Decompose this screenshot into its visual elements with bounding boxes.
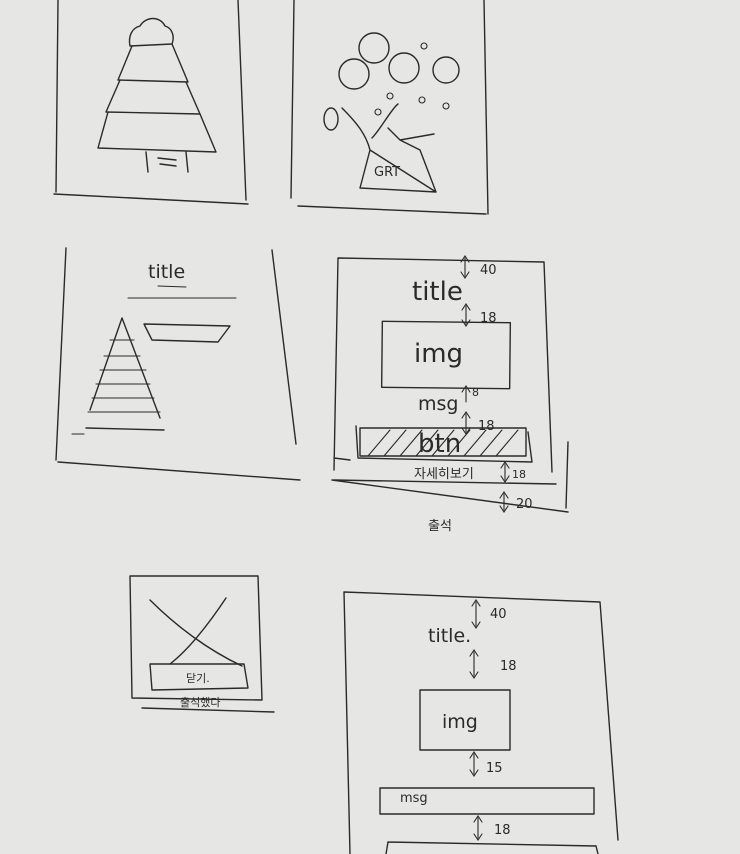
panel-layout-attendance: 40 title 18 img 8 msg 18 btn 자세히보기 18 20… bbox=[331, 255, 569, 534]
panel-balloon-tree: GRT bbox=[290, 0, 489, 215]
panel-popup: 닫기. 출석했다 bbox=[129, 575, 275, 713]
gap-top: 40 bbox=[490, 607, 507, 622]
gap-after-img: 15 bbox=[486, 761, 503, 776]
gap-top: 40 bbox=[480, 263, 497, 278]
img-placeholder bbox=[380, 320, 512, 390]
panel-tree bbox=[53, 0, 249, 205]
gap-footer: 18 bbox=[512, 468, 526, 481]
footer-text: 자세히보기 bbox=[414, 467, 474, 482]
msg-label: msg bbox=[400, 791, 428, 806]
panel-c-title: title bbox=[148, 261, 185, 283]
btn-label: btn bbox=[418, 429, 461, 459]
img-label: img bbox=[414, 339, 463, 369]
gap-after-title: 18 bbox=[480, 311, 497, 326]
panel-d-title: title bbox=[412, 277, 463, 307]
img-placeholder bbox=[419, 689, 511, 751]
gap-after-img: 8 bbox=[472, 386, 479, 399]
panel-caption: 출석 bbox=[428, 519, 452, 534]
msg-placeholder bbox=[379, 787, 595, 815]
gap-after-title: 18 bbox=[500, 659, 517, 674]
close-button-label: 닫기. bbox=[186, 672, 210, 685]
btn-placeholder bbox=[359, 427, 527, 457]
gap-bottom: 20 bbox=[516, 497, 533, 512]
panel-f-title: title. bbox=[428, 625, 471, 647]
gap-after-msg: 18 bbox=[478, 419, 495, 434]
panel-layout-second: 40 title. 18 img 15 msg 18 bbox=[343, 591, 619, 854]
gap-after-msg: 18 bbox=[494, 823, 511, 838]
img-label: img bbox=[442, 711, 478, 733]
panel-pyramid: title bbox=[55, 247, 301, 481]
popup-footer-text: 출석했다 bbox=[180, 696, 220, 709]
trunk-text: GRT bbox=[374, 165, 400, 180]
msg-label: msg bbox=[418, 393, 458, 415]
